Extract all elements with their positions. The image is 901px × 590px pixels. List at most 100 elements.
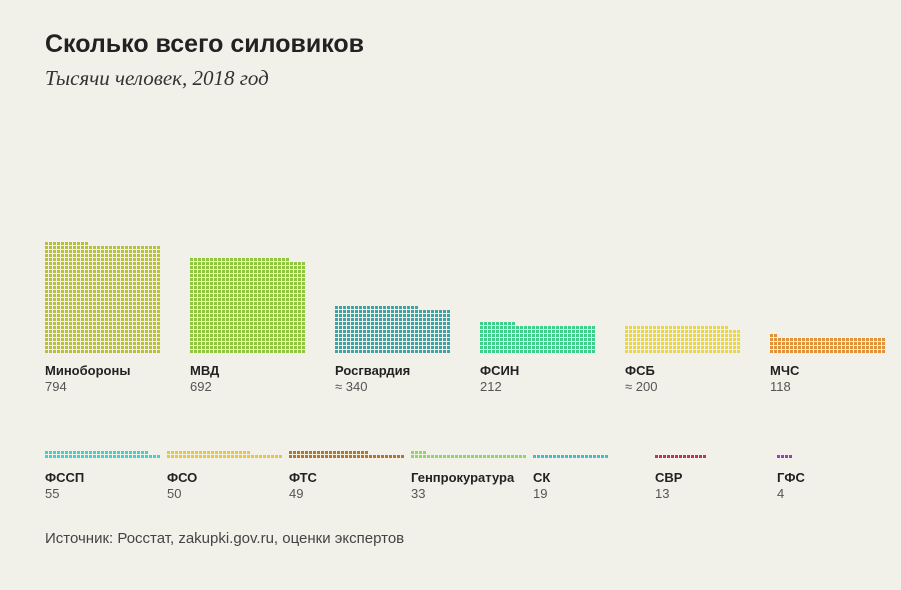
unit-square [552, 334, 555, 337]
unit-square [157, 270, 160, 273]
unit-square [270, 338, 273, 341]
unit-square [403, 350, 406, 353]
unit-square [145, 455, 148, 458]
unit-square [435, 350, 438, 353]
unit-square [202, 286, 205, 289]
unit-square [77, 314, 80, 317]
unit-square [230, 258, 233, 261]
unit-square [270, 286, 273, 289]
unit-square [254, 270, 257, 273]
unit-square [347, 306, 350, 309]
unit-square [641, 350, 644, 353]
unit-square [721, 342, 724, 345]
unit-square [573, 455, 576, 458]
unit-square [645, 326, 648, 329]
unit-square [129, 274, 132, 277]
unit-square [133, 254, 136, 257]
unit-square [589, 455, 592, 458]
unit-square [234, 258, 237, 261]
unit-square [274, 286, 277, 289]
unit-square [49, 322, 52, 325]
unit-square [238, 274, 241, 277]
unit-square [53, 334, 56, 337]
unit-square [286, 262, 289, 265]
unit-square [427, 338, 430, 341]
value-label: 118 [770, 379, 791, 394]
unit-square [266, 270, 269, 273]
unit-square [347, 342, 350, 345]
unit-square [145, 334, 148, 337]
unit-square [282, 338, 285, 341]
unit-square [81, 254, 84, 257]
unit-square [49, 286, 52, 289]
unit-square [45, 322, 48, 325]
unit-square [61, 270, 64, 273]
unit-square [222, 318, 225, 321]
unit-square [125, 266, 128, 269]
unit-square [383, 346, 386, 349]
unit-square [359, 314, 362, 317]
unit-square [653, 334, 656, 337]
unit-square [842, 346, 845, 349]
unit-square [411, 338, 414, 341]
unit-square [721, 334, 724, 337]
unit-square [419, 451, 422, 454]
unit-square [250, 346, 253, 349]
unit-square [81, 330, 84, 333]
unit-square [45, 330, 48, 333]
unit-square [81, 342, 84, 345]
unit-square [57, 322, 60, 325]
unit-square [242, 302, 245, 305]
unit-square [266, 286, 269, 289]
unit-square [667, 455, 670, 458]
unit-square [121, 290, 124, 293]
unit-square [278, 342, 281, 345]
unit-square [339, 346, 342, 349]
unit-square [254, 302, 257, 305]
unit-square [149, 350, 152, 353]
unit-square [395, 350, 398, 353]
unit-square [69, 262, 72, 265]
unit-square [57, 342, 60, 345]
unit-square [484, 350, 487, 353]
unit-square [838, 342, 841, 345]
unit-square [846, 338, 849, 341]
unit-square [121, 278, 124, 281]
unit-square [351, 334, 354, 337]
unit-square [61, 346, 64, 349]
unit-square [266, 306, 269, 309]
unit-square [641, 326, 644, 329]
unit-square [89, 346, 92, 349]
unit-square [504, 338, 507, 341]
unit-square [431, 330, 434, 333]
unit-square [278, 350, 281, 353]
unit-square [401, 455, 404, 458]
unit-square [113, 342, 116, 345]
unit-square [226, 262, 229, 265]
unit-square [681, 350, 684, 353]
unit-square [89, 278, 92, 281]
unit-square [528, 350, 531, 353]
unit-square [278, 330, 281, 333]
unit-square [733, 350, 736, 353]
unit-square [294, 294, 297, 297]
unit-square [65, 266, 68, 269]
unit-square [101, 246, 104, 249]
unit-square [359, 310, 362, 313]
unit-square [373, 455, 376, 458]
unit-square [61, 350, 64, 353]
unit-square [141, 455, 144, 458]
unit-square [359, 326, 362, 329]
unit-square [194, 270, 197, 273]
unit-square [117, 274, 120, 277]
unit-square [395, 322, 398, 325]
unit-square [49, 274, 52, 277]
unit-square [274, 338, 277, 341]
unit-square [105, 322, 108, 325]
unit-square [254, 306, 257, 309]
unit-square [282, 282, 285, 285]
unit-square [262, 282, 265, 285]
unit-square [427, 342, 430, 345]
unit-square [65, 262, 68, 265]
unit-square [234, 302, 237, 305]
